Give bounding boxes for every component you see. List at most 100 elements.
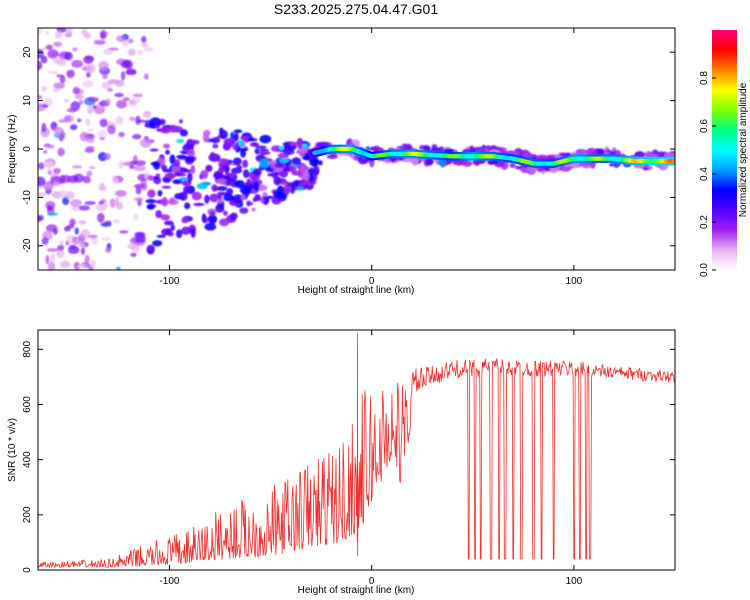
ridge-core	[671, 158, 675, 164]
x-tick-label: 0	[369, 576, 375, 587]
spectral-blob	[86, 71, 91, 78]
spectral-blob	[51, 190, 63, 199]
spectral-blob	[87, 128, 93, 132]
spectral-blob	[155, 212, 163, 218]
spectral-blob	[254, 148, 260, 155]
spectral-blob	[83, 32, 92, 39]
spectral-blob	[72, 86, 80, 95]
spectral-blob	[66, 69, 75, 78]
spectral-blob	[59, 260, 71, 269]
spectral-blob	[462, 160, 473, 167]
spectral-blob	[210, 211, 215, 216]
spectral-blob	[105, 247, 111, 254]
spectral-blob	[161, 197, 169, 207]
spectral-blob	[89, 166, 96, 170]
spectral-blob	[133, 197, 144, 202]
spectral-blob	[259, 197, 265, 203]
spectral-blob	[114, 196, 120, 207]
spectral-blob	[99, 182, 106, 192]
spectral-blob	[129, 164, 135, 170]
spectral-blob	[242, 159, 249, 168]
spectral-blob	[87, 96, 99, 103]
spectral-blob	[95, 39, 106, 45]
spectral-blob	[47, 70, 60, 75]
spectral-blob	[42, 150, 48, 154]
spectral-blob	[46, 144, 55, 149]
spectral-blob	[38, 162, 45, 170]
spectral-blob	[230, 167, 243, 174]
spectral-blob	[41, 237, 49, 246]
spectral-blob	[41, 122, 47, 133]
spectral-blob	[234, 179, 245, 189]
spectral-blob	[209, 151, 216, 159]
spectral-blob	[134, 183, 145, 189]
spectral-blob	[78, 99, 84, 105]
spectral-blob	[40, 55, 48, 64]
spectral-blob	[38, 176, 46, 187]
spectral-blob	[50, 253, 56, 264]
spectral-blob	[246, 201, 254, 206]
spectral-blob	[218, 166, 225, 174]
colorbar-tick-label: 0.6	[699, 119, 710, 133]
spectral-blob	[609, 163, 614, 167]
spectral-blob	[246, 178, 252, 186]
spectral-blob	[128, 101, 138, 107]
spectral-blob	[82, 80, 94, 88]
spectral-blob	[163, 220, 174, 226]
spectral-blob	[165, 149, 170, 155]
spectral-blob	[115, 100, 127, 109]
spectrogram-x-ticks: -100 0 100	[159, 28, 583, 287]
spectral-blob	[309, 175, 315, 183]
spectral-blob	[73, 261, 81, 270]
spectral-blob	[251, 207, 256, 212]
x-tick-label: -100	[159, 276, 179, 287]
spectral-blob	[515, 165, 522, 170]
y-tick-label: 400	[22, 451, 33, 468]
chart-title: S233.2025.275.04.47.G01	[274, 1, 438, 17]
snr-y-ticks: 0 200 400 600 800	[22, 341, 675, 573]
spectral-blob	[134, 232, 146, 236]
spectral-blob	[115, 266, 121, 270]
colorbar-tick-label: 0.4	[699, 167, 710, 181]
spectral-blob	[242, 169, 250, 179]
spectral-blob	[92, 105, 97, 109]
spectral-blob	[40, 85, 48, 92]
spectral-blob	[642, 167, 649, 171]
spectral-blob	[86, 170, 93, 177]
spectral-blob	[649, 153, 659, 158]
spectral-blob	[598, 148, 605, 156]
spectral-blob	[77, 243, 86, 248]
spectral-blob	[218, 129, 228, 140]
spectral-blob	[223, 138, 236, 147]
spectral-blob	[223, 210, 228, 216]
spectral-blob	[278, 170, 289, 176]
spectral-blob	[54, 31, 63, 39]
spectral-blob	[161, 228, 171, 236]
y-tick-label: 600	[22, 396, 33, 413]
y-tick-label: -10	[22, 190, 33, 205]
spectral-blob	[184, 202, 191, 210]
spectral-blob	[119, 230, 129, 234]
spectral-blob	[232, 157, 242, 166]
spectral-blob	[109, 198, 116, 208]
spectral-blob	[230, 131, 235, 141]
spectral-blob	[86, 136, 95, 144]
spectral-blob	[260, 150, 270, 155]
spectral-blob	[159, 118, 166, 126]
spectral-blob	[69, 244, 77, 250]
spectral-blob	[77, 264, 86, 269]
spectral-blob	[88, 234, 98, 239]
spectral-blob	[131, 134, 142, 140]
spectral-blob	[213, 172, 224, 180]
spectral-blob	[71, 59, 84, 68]
spectral-blob	[278, 145, 284, 151]
spectral-blob	[179, 129, 188, 137]
spectral-blob	[66, 28, 73, 35]
spectral-blob	[229, 212, 238, 220]
spectral-blob	[38, 48, 44, 59]
spectral-blob	[254, 194, 261, 202]
spectral-blob	[169, 154, 176, 165]
spectral-blob	[403, 143, 413, 151]
y-tick-label: -20	[22, 238, 33, 253]
spectral-blob	[133, 165, 146, 172]
